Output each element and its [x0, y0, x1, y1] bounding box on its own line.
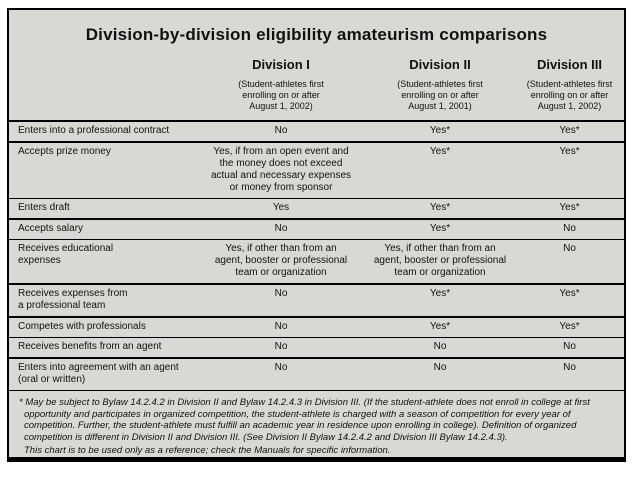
- division-ii-value: Yes*: [429, 223, 451, 234]
- column-header-division-iii: Division III (Student-athletes first enr…: [519, 57, 620, 120]
- footnote-block: * May be subject to Bylaw 14.2.4.2 in Di…: [9, 391, 624, 457]
- division-iii-value: No: [563, 341, 576, 352]
- table-row-educational-expenses: Receives educational expenses Yes, if ot…: [9, 240, 624, 285]
- division-i-title: Division I: [252, 57, 310, 72]
- reference-footnote: This chart is to be used only as a refer…: [24, 445, 391, 456]
- division-iii-value: No: [563, 243, 576, 254]
- division-iii-value: No: [563, 223, 576, 234]
- division-ii-value: Yes*: [429, 125, 451, 136]
- table-header-row: Division I (Student-athletes first enrol…: [9, 45, 624, 122]
- division-iii-subtitle: (Student-athletes first enrolling on or …: [526, 79, 613, 111]
- row-label: Receives expenses from a professional te…: [18, 288, 128, 311]
- division-ii-title: Division II: [409, 57, 471, 72]
- division-iii-value: No: [563, 362, 576, 373]
- table-row-prize-money: Accepts prize money Yes, if from an open…: [9, 143, 624, 199]
- division-iii-title: Division III: [536, 57, 602, 72]
- table-row-competes-with-professionals: Competes with professionals No Yes* Yes*: [9, 318, 624, 338]
- chart-title: Division-by-division eligibility amateur…: [85, 25, 548, 44]
- division-i-value: No: [274, 125, 288, 136]
- row-label: Receives benefits from an agent: [18, 341, 162, 352]
- table-row-expenses-pro-team: Receives expenses from a professional te…: [9, 285, 624, 318]
- asterisk-footnote: * May be subject to Bylaw 14.2.4.2 in Di…: [19, 397, 590, 443]
- division-ii-value: Yes, if other than from an agent, booste…: [373, 243, 507, 278]
- division-i-value: Yes, if other than from an agent, booste…: [214, 243, 348, 278]
- division-iii-value: Yes*: [559, 202, 580, 213]
- table-body: Enters into a professional contract No Y…: [9, 122, 624, 391]
- division-iii-value: Yes*: [559, 321, 580, 332]
- row-label: Enters into a professional contract: [18, 125, 170, 136]
- division-ii-value: No: [433, 341, 447, 352]
- header-spacer: [18, 57, 201, 120]
- division-ii-subtitle: (Student-athletes first enrolling on or …: [397, 79, 483, 111]
- division-iii-value: Yes*: [559, 288, 580, 299]
- division-iii-value: Yes*: [559, 125, 580, 136]
- table-row-accepts-salary: Accepts salary No Yes* No: [9, 220, 624, 240]
- row-label: Enters draft: [18, 202, 70, 213]
- division-ii-value: Yes*: [429, 202, 451, 213]
- division-i-value: No: [274, 341, 288, 352]
- table-row-agreement-with-agent: Enters into agreement with an agent (ora…: [9, 359, 624, 391]
- division-i-value: No: [274, 321, 288, 332]
- row-label: Accepts salary: [18, 223, 84, 234]
- division-i-subtitle: (Student-athletes first enrolling on or …: [238, 79, 324, 111]
- division-ii-value: Yes*: [429, 146, 451, 157]
- row-label: Accepts prize money: [18, 146, 111, 157]
- division-ii-value: Yes*: [429, 321, 451, 332]
- row-label: Enters into agreement with an agent (ora…: [18, 362, 179, 385]
- column-header-division-ii: Division II (Student-athletes first enro…: [361, 57, 519, 120]
- division-i-value: No: [274, 362, 288, 373]
- table-row-enters-draft: Enters draft Yes Yes* Yes*: [9, 199, 624, 220]
- division-i-value: Yes, if from an open event and the money…: [210, 146, 352, 193]
- column-header-division-i: Division I (Student-athletes first enrol…: [201, 57, 361, 120]
- division-i-value: No: [274, 288, 288, 299]
- table-row-professional-contract: Enters into a professional contract No Y…: [9, 122, 624, 143]
- row-label: Receives educational expenses: [18, 243, 114, 266]
- division-iii-value: Yes*: [559, 146, 580, 157]
- table-row-benefits-from-agent: Receives benefits from an agent No No No: [9, 338, 624, 359]
- division-ii-value: Yes*: [429, 288, 451, 299]
- division-ii-value: No: [433, 362, 447, 373]
- row-label: Competes with professionals: [18, 321, 146, 332]
- eligibility-chart: Division-by-division eligibility amateur…: [7, 8, 626, 462]
- division-i-value: No: [274, 223, 288, 234]
- division-i-value: Yes: [272, 202, 290, 213]
